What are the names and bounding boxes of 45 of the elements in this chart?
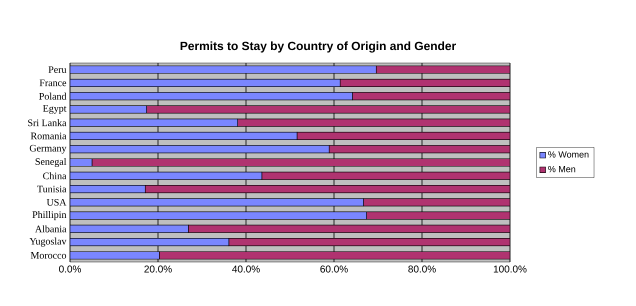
y-tick-label: Albania	[35, 225, 66, 232]
bar	[146, 105, 510, 114]
x-tick-label: 60.0%	[320, 266, 348, 273]
bar	[228, 238, 510, 246]
y-tick-label: Yugoslav	[30, 238, 66, 247]
y-tick-label: Senegal	[36, 158, 66, 168]
bar	[340, 78, 510, 87]
y-tick-label: Phillipin	[32, 211, 66, 220]
y-tick-label: Sri Lanka	[28, 119, 66, 126]
legend-label: % Women	[548, 151, 588, 158]
y-tick-label: Romania	[30, 132, 66, 140]
y-tick-label: Poland	[39, 92, 66, 100]
bar	[70, 66, 377, 74]
y-tick-label: Tunisia	[37, 186, 66, 192]
bar	[366, 212, 510, 220]
bar	[188, 224, 510, 233]
legend-label: % Men	[548, 166, 576, 172]
x-tick-label: 100.0%	[494, 266, 527, 273]
bar	[70, 78, 340, 87]
x-tick-label: 0.0%	[59, 266, 82, 273]
bar	[70, 184, 146, 194]
bar	[70, 212, 367, 220]
bar	[376, 66, 510, 74]
bar	[159, 251, 510, 260]
y-tick-label: China	[43, 172, 66, 180]
bar	[70, 251, 160, 260]
x-tick-label: 20.0%	[144, 266, 172, 273]
x-tick-label: 40.0%	[232, 266, 260, 273]
chart-title: Permits to Stay by Country of Origin and Gender	[180, 41, 456, 53]
bar	[70, 238, 230, 246]
y-tick-label: USA	[46, 198, 66, 206]
bar	[296, 132, 510, 140]
bar	[70, 92, 353, 100]
bar	[70, 105, 147, 114]
y-tick-label: France	[40, 80, 66, 86]
y-tick-label: Morocco	[30, 252, 66, 259]
bar	[70, 132, 298, 140]
bar	[352, 92, 510, 100]
x-tick-label: 80.0%	[408, 266, 436, 273]
bar	[144, 184, 510, 194]
bar	[92, 158, 510, 167]
y-tick-label: Germany	[30, 144, 66, 154]
y-tick-label: Egypt	[42, 105, 66, 114]
bar	[70, 224, 189, 233]
y-tick-label: Peru	[48, 66, 66, 73]
